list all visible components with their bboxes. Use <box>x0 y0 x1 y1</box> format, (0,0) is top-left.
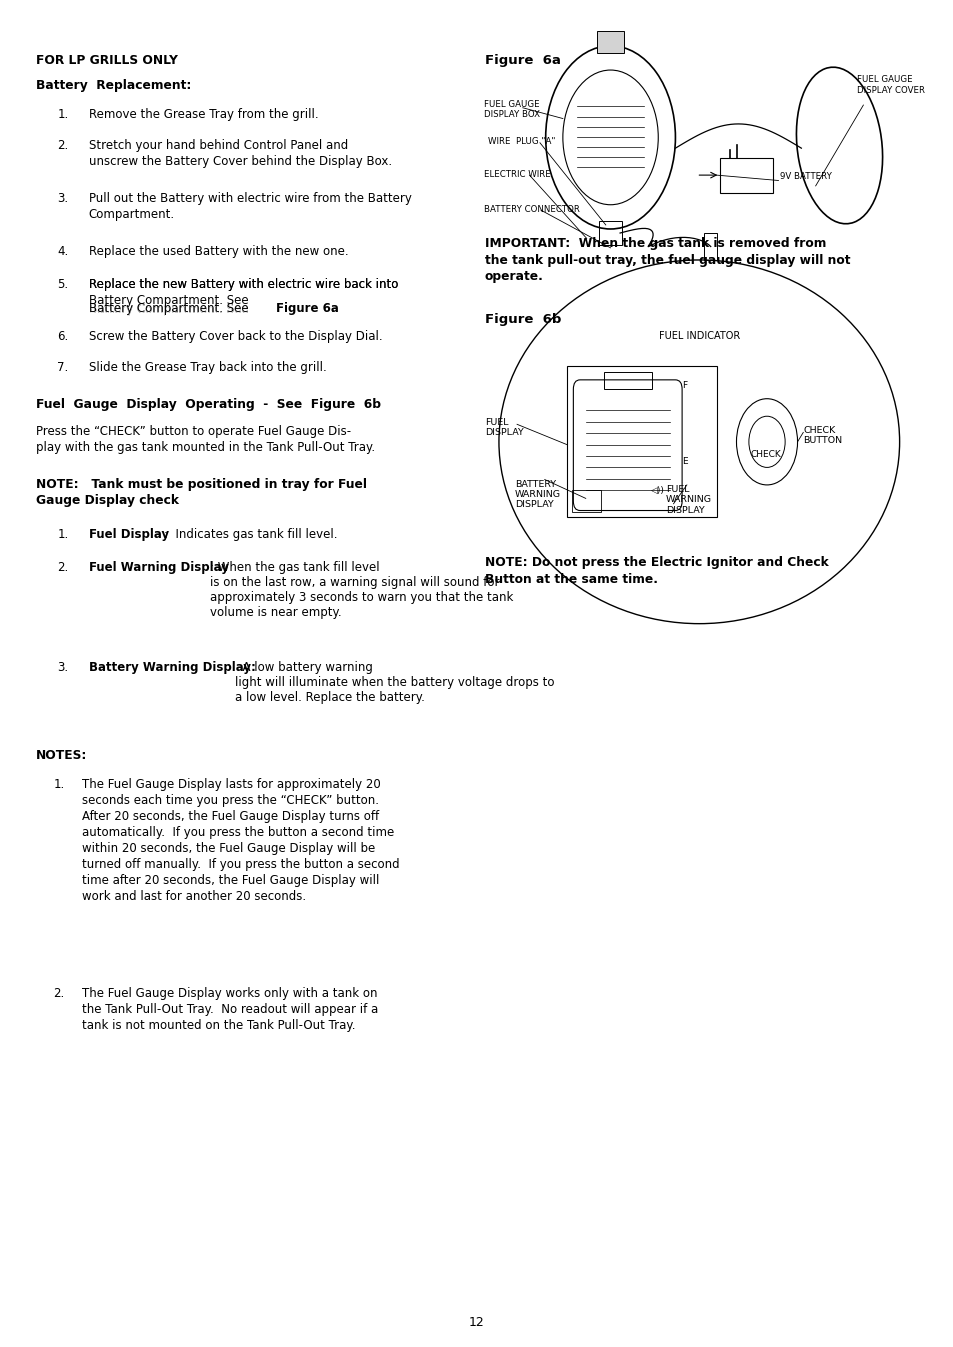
Text: ELECTRIC WIRE: ELECTRIC WIRE <box>483 170 550 179</box>
Text: 2.: 2. <box>57 562 69 574</box>
Bar <box>597 31 623 53</box>
Text: FUEL INDICATOR: FUEL INDICATOR <box>658 331 740 341</box>
Text: NOTE: Do not press the Electric Ignitor and Check
Button at the same time.: NOTE: Do not press the Electric Ignitor … <box>484 556 827 586</box>
Bar <box>566 366 717 517</box>
Text: IMPORTANT:  When the gas tank is removed from
the tank pull-out tray, the fuel g: IMPORTANT: When the gas tank is removed … <box>484 237 849 283</box>
Text: Press the “CHECK” button to operate Fuel Gauge Dis-
play with the gas tank mount: Press the “CHECK” button to operate Fuel… <box>36 424 375 454</box>
Text: FOR LP GRILLS ONLY: FOR LP GRILLS ONLY <box>36 54 178 67</box>
Bar <box>720 158 772 193</box>
Text: FUEL
WARNING
DISPLAY: FUEL WARNING DISPLAY <box>665 485 711 515</box>
Text: Figure 6a: Figure 6a <box>275 302 338 315</box>
Text: FUEL
DISPLAY: FUEL DISPLAY <box>484 418 523 436</box>
Text: Figure  6a: Figure 6a <box>484 54 560 67</box>
Text: Fuel Display: Fuel Display <box>89 528 169 541</box>
Text: 3.: 3. <box>57 661 69 675</box>
Text: 2.: 2. <box>53 987 65 999</box>
Text: NOTE:   Tank must be positioned in tray for Fuel
Gauge Display check: NOTE: Tank must be positioned in tray fo… <box>36 478 367 506</box>
Bar <box>603 372 651 389</box>
Text: 4.: 4. <box>57 245 69 257</box>
Text: Replace the used Battery with the new one.: Replace the used Battery with the new on… <box>89 245 348 257</box>
Bar <box>703 233 717 260</box>
Text: The Fuel Gauge Display works only with a tank on
the Tank Pull-Out Tray.  No rea: The Fuel Gauge Display works only with a… <box>82 987 378 1032</box>
Text: Fuel  Gauge  Display  Operating  -  See  Figure  6b: Fuel Gauge Display Operating - See Figur… <box>36 397 381 411</box>
Text: Battery  Replacement:: Battery Replacement: <box>36 79 192 93</box>
Text: 3.: 3. <box>57 193 69 205</box>
Text: E: E <box>681 458 687 466</box>
Text: Screw the Battery Cover back to the Display Dial.: Screw the Battery Cover back to the Disp… <box>89 330 382 343</box>
Bar <box>598 221 621 245</box>
Text: Battery Compartment. See: Battery Compartment. See <box>89 302 252 315</box>
Bar <box>572 490 600 512</box>
Text: ◁)): ◁)) <box>650 486 664 494</box>
Text: 7.: 7. <box>57 361 69 374</box>
Text: FUEL GAUGE
DISPLAY BOX: FUEL GAUGE DISPLAY BOX <box>483 100 539 119</box>
Text: The Fuel Gauge Display lasts for approximately 20
seconds each time you press th: The Fuel Gauge Display lasts for approxi… <box>82 777 399 902</box>
Text: Battery Warning Display:: Battery Warning Display: <box>89 661 255 675</box>
Text: .: . <box>331 302 335 315</box>
Text: A low battery warning
light will illuminate when the battery voltage drops to
a : A low battery warning light will illumin… <box>234 661 554 704</box>
Text: Fuel Warning Display: Fuel Warning Display <box>89 562 229 574</box>
Text: 1.: 1. <box>57 528 69 541</box>
Text: 2.: 2. <box>57 139 69 152</box>
Text: Figure  6b: Figure 6b <box>484 313 560 326</box>
Text: Stretch your hand behind Control Panel and
unscrew the Battery Cover behind the : Stretch your hand behind Control Panel a… <box>89 139 392 168</box>
Text: BATTERY CONNECTOR: BATTERY CONNECTOR <box>483 205 578 214</box>
Text: 12: 12 <box>469 1316 484 1329</box>
Text: FUEL GAUGE
DISPLAY COVER: FUEL GAUGE DISPLAY COVER <box>856 75 923 94</box>
Text: 5.: 5. <box>57 277 69 291</box>
Text: Pull out the Battery with electric wire from the Battery
Compartment.: Pull out the Battery with electric wire … <box>89 193 411 221</box>
Text: NOTES:: NOTES: <box>36 749 88 761</box>
Text: CHECK
BUTTON: CHECK BUTTON <box>802 426 841 445</box>
Text: Remove the Grease Tray from the grill.: Remove the Grease Tray from the grill. <box>89 109 318 121</box>
Text: 1.: 1. <box>57 109 69 121</box>
Text: : When the gas tank fill level
is on the last row, a warning signal will sound f: : When the gas tank fill level is on the… <box>210 562 513 620</box>
Text: Battery Compartment. See ⁠⁠⁠⁠⁠⁠⁠⁠⁠⁠⁠⁠⁠⁠⁠⁠⁠⁠⁠⁠⁠⁠⁠⁠⁠Figure 6a.: Battery Compartment. See ⁠⁠⁠⁠⁠⁠⁠⁠⁠⁠⁠⁠⁠⁠⁠… <box>89 303 310 317</box>
Text: CHECK: CHECK <box>750 450 781 459</box>
Text: 1.: 1. <box>53 777 65 791</box>
Text: Battery Compartment. See: Battery Compartment. See <box>89 303 252 317</box>
Text: Slide the Grease Tray back into the grill.: Slide the Grease Tray back into the gril… <box>89 361 326 374</box>
Text: Replace the new Battery with electric wire back into: Replace the new Battery with electric wi… <box>89 277 397 291</box>
Text: Replace the new Battery with electric wire back into
Battery Compartment. See: Replace the new Battery with electric wi… <box>89 277 397 307</box>
Text: F: F <box>681 381 686 389</box>
Text: BATTERY
WARNING
DISPLAY: BATTERY WARNING DISPLAY <box>515 480 560 509</box>
Text: 6.: 6. <box>57 330 69 343</box>
Text: WIRE  PLUG "A": WIRE PLUG "A" <box>488 137 556 147</box>
Text: 9V BATTERY: 9V BATTERY <box>780 172 831 182</box>
Text: :  Indicates gas tank fill level.: : Indicates gas tank fill level. <box>164 528 337 541</box>
